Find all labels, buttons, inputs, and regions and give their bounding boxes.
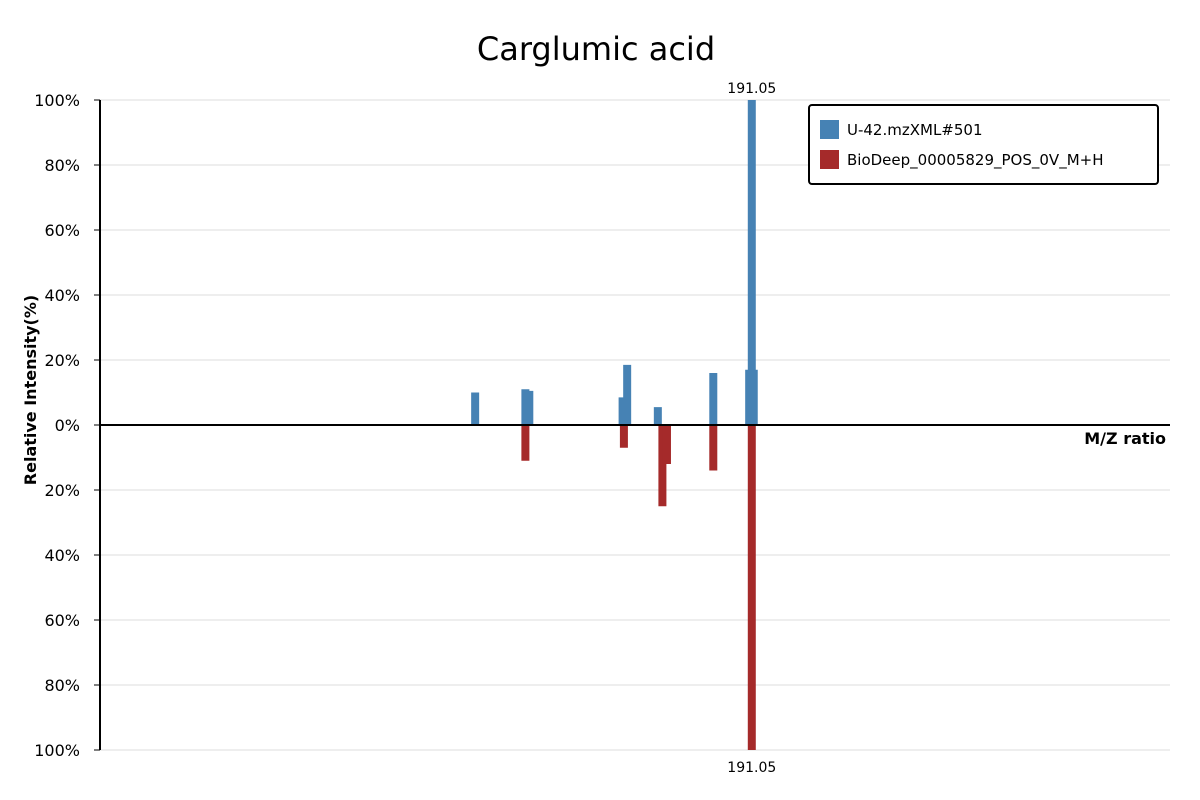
y-tick-label: 60%	[44, 221, 80, 240]
reference-peak-bar	[619, 425, 628, 448]
y-tick-label: 0%	[55, 416, 80, 435]
y-tick-label: 40%	[44, 546, 80, 565]
y-tick-label: 100%	[34, 91, 80, 110]
y-tick-label: 80%	[44, 156, 80, 175]
top-peak-label: 191.05	[727, 81, 776, 97]
peaks	[471, 100, 758, 750]
chart-title: Carglumic acid	[477, 30, 715, 68]
query-peak-bar	[653, 407, 662, 425]
legend-label-query: U-42.mzXML#501	[847, 121, 983, 139]
y-tick-label: 60%	[44, 611, 80, 630]
legend-swatch-query	[820, 120, 839, 139]
y-tick-label: 20%	[44, 481, 80, 500]
legend-swatch-reference	[820, 150, 839, 169]
y-tick-label: 20%	[44, 351, 80, 370]
y-axis-label: Relative Intensity(%)	[21, 295, 40, 485]
reference-peak-bar	[658, 425, 667, 507]
grid-lines	[100, 99, 1170, 751]
reference-peak-bar	[747, 425, 756, 750]
query-peak-bar	[623, 364, 632, 425]
legend: U-42.mzXML#501 BioDeep_00005829_POS_0V_M…	[808, 104, 1159, 185]
legend-box	[808, 104, 1159, 185]
legend-label-reference: BioDeep_00005829_POS_0V_M+H	[847, 151, 1103, 170]
query-peak-bar	[709, 373, 718, 425]
axes	[99, 100, 1170, 750]
reference-peak-bar	[709, 425, 718, 471]
y-tick-label: 100%	[34, 741, 80, 760]
y-tick-label: 80%	[44, 676, 80, 695]
y-tick-labels: 100% 80% 60% 40% 20% 0% 20% 40% 60% 80% 100%	[34, 91, 100, 760]
query-peak-bar	[747, 100, 756, 425]
query-peak-bar	[525, 390, 534, 425]
reference-peak-bar	[662, 425, 671, 464]
bottom-peak-label: 191.05	[727, 760, 776, 776]
y-tick-label: 40%	[44, 286, 80, 305]
query-peak-bar	[471, 392, 480, 425]
x-axis-label: M/Z ratio	[1084, 429, 1166, 448]
query-peak-bar	[618, 397, 627, 425]
reference-peak-bar	[521, 425, 530, 461]
